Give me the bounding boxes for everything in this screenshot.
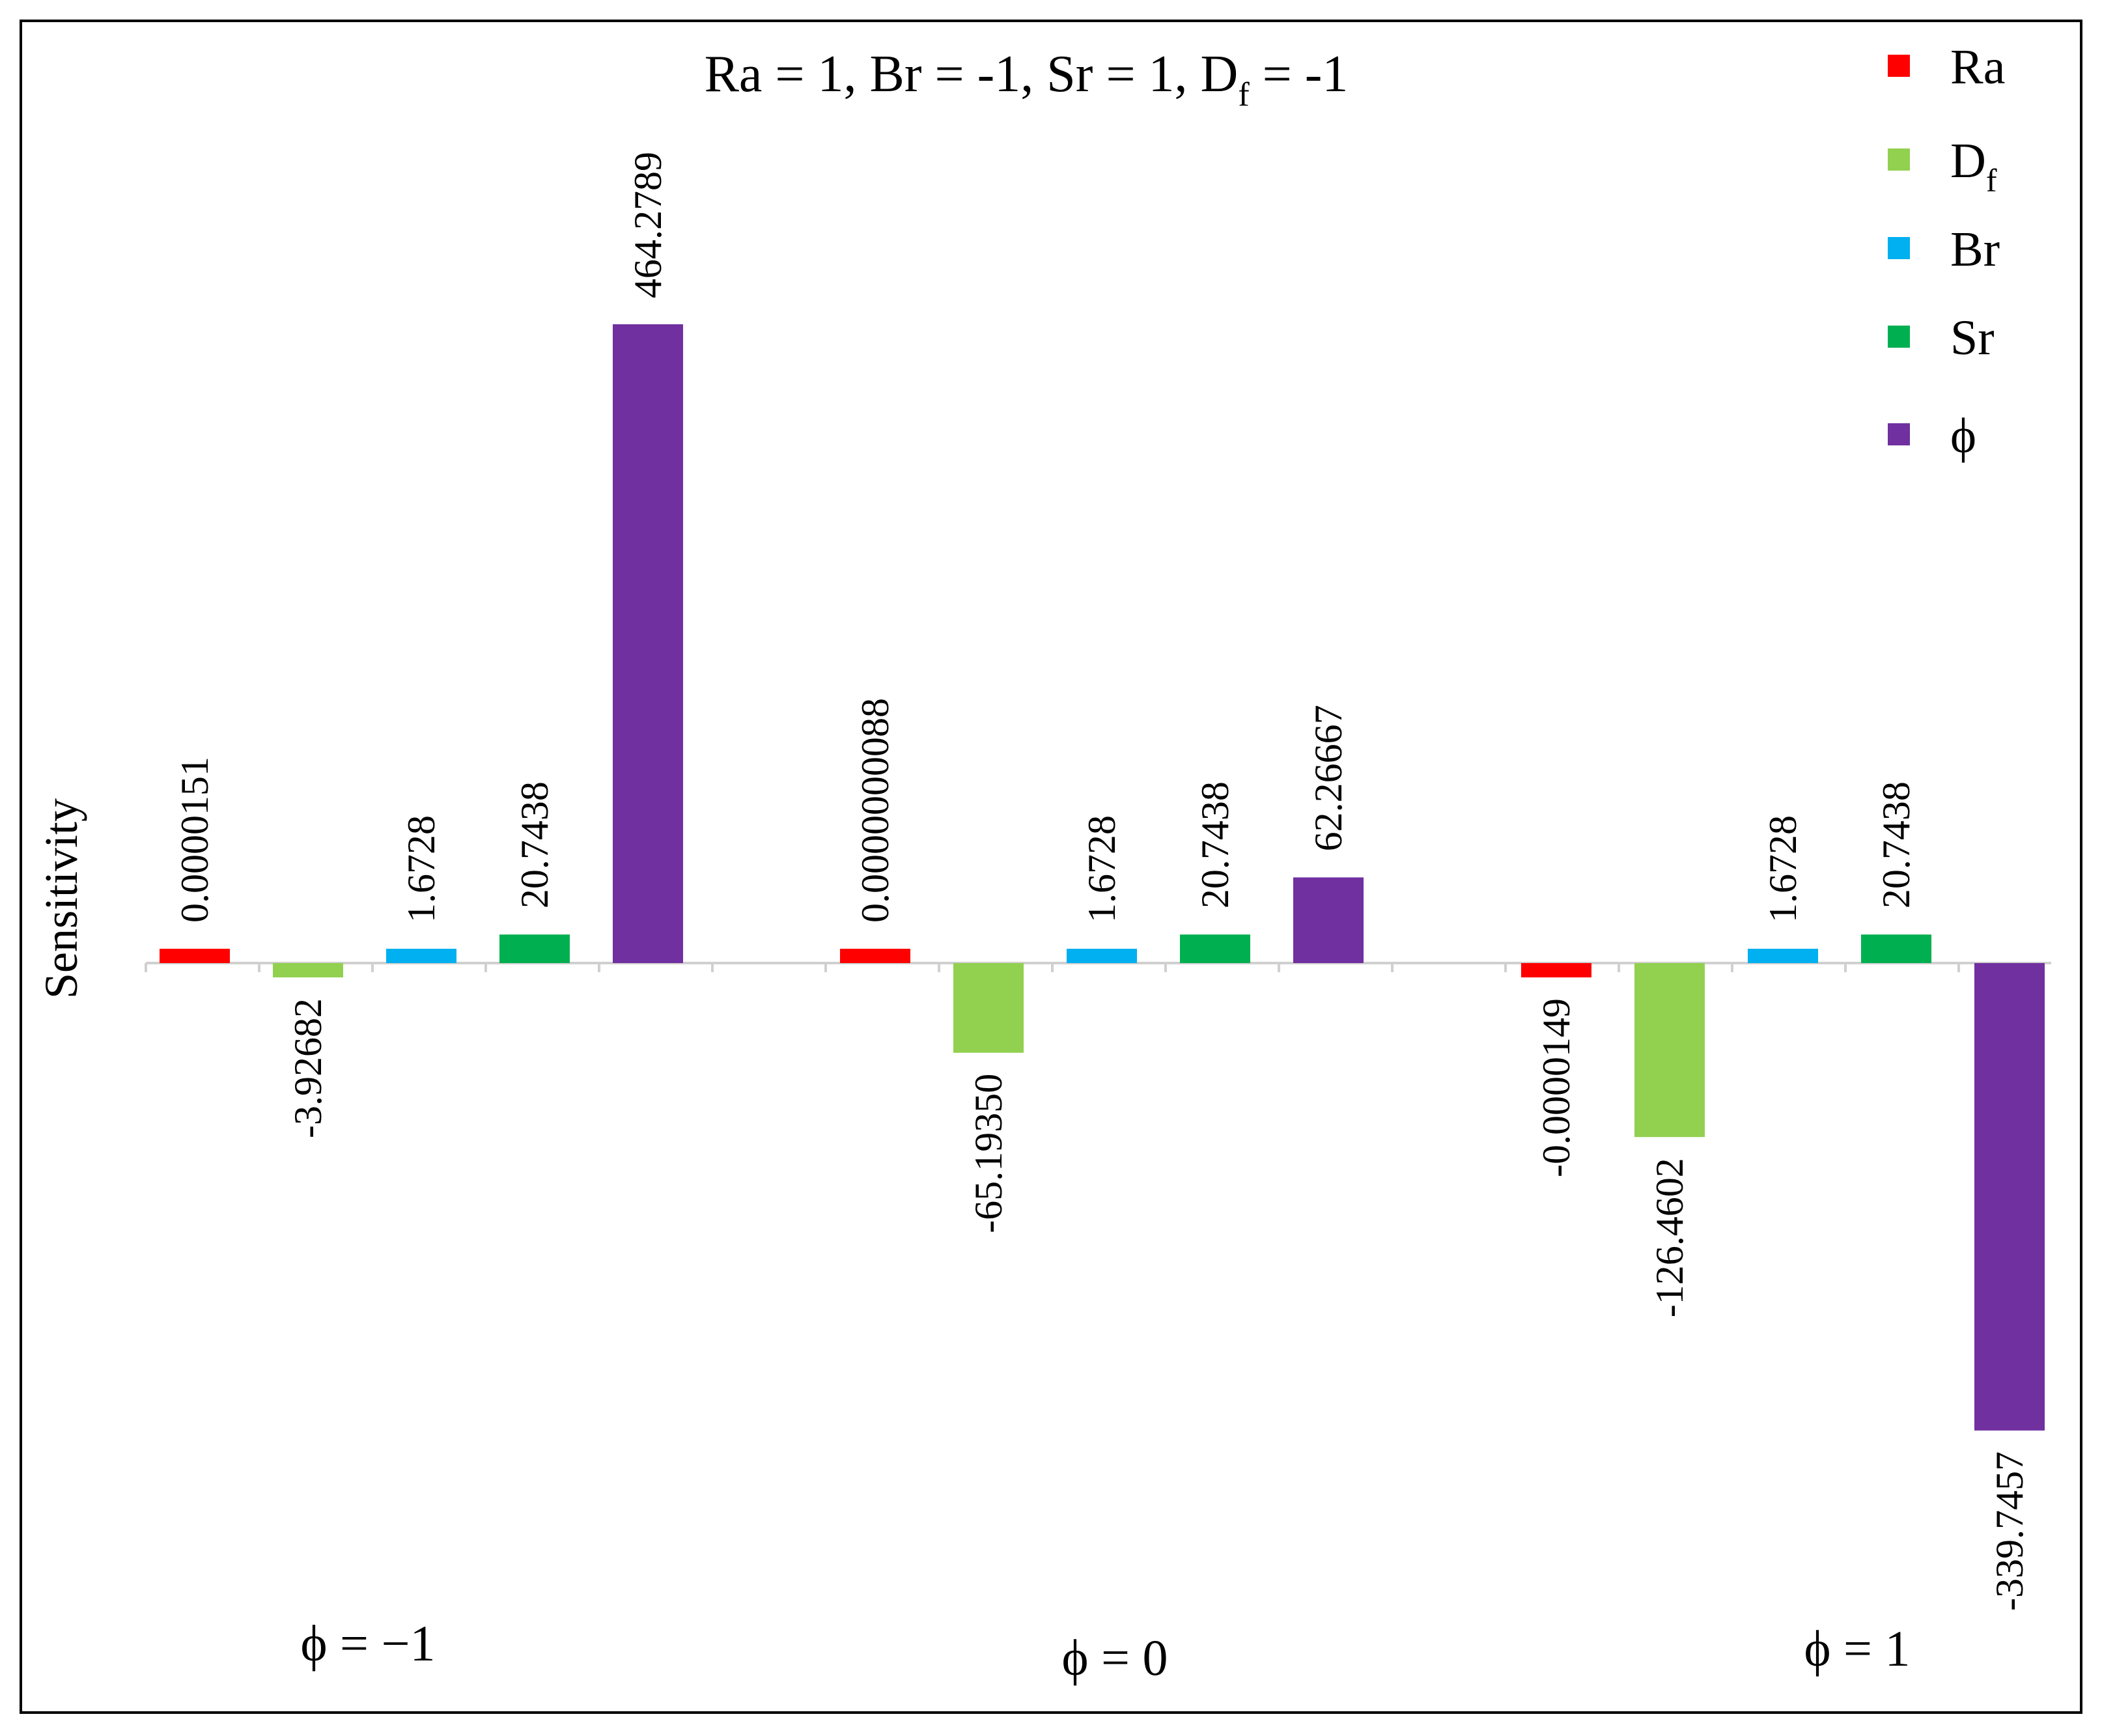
- bar-4-2: [1974, 963, 2045, 1431]
- bar-2-1: [1067, 949, 1137, 963]
- bar-3-2: [1861, 934, 1931, 963]
- category-label-2: ϕ = 1: [1804, 1620, 1910, 1677]
- legend-swatch-2: [1888, 237, 1910, 259]
- legend-label-0: Ra: [1950, 40, 2005, 94]
- bar-4-1: [1293, 877, 1364, 963]
- data-label-4-2: -339.7457: [1988, 1451, 2031, 1611]
- legend-label-4: ϕ: [1950, 408, 1976, 463]
- legend-label-2: Br: [1950, 222, 2000, 277]
- data-label-0-1: 0.0000000088: [854, 698, 897, 923]
- data-label-4-1: 62.26667: [1307, 705, 1350, 851]
- bar-0-2: [1521, 963, 1591, 977]
- data-label-3-2: 20.7438: [1875, 781, 1918, 908]
- bar-1-1: [953, 963, 1024, 1053]
- data-label-0-0: 0.0000151: [173, 757, 216, 923]
- data-label-2-1: 1.6728: [1080, 815, 1123, 923]
- legend-label-3: Sr: [1950, 311, 1995, 365]
- legend-swatch-4: [1888, 423, 1910, 445]
- chart-title: Ra = 1, Br = -1, Sr = 1, Df = -1: [705, 46, 1349, 113]
- bar-3-0: [499, 934, 570, 963]
- chart-frame: [20, 20, 2082, 1714]
- data-label-3-1: 20.7438: [1194, 781, 1237, 908]
- data-label-0-2: -0.0000149: [1535, 998, 1578, 1177]
- legend-swatch-1: [1888, 148, 1910, 171]
- category-label-1: ϕ = 0: [1061, 1629, 1168, 1686]
- y-axis-label: Sensitivity: [35, 798, 87, 999]
- bar-4-0: [613, 324, 683, 963]
- bar-1-0: [273, 963, 343, 977]
- data-label-1-0: -3.92682: [287, 998, 329, 1138]
- category-label-0: ϕ = −1: [300, 1615, 435, 1672]
- data-label-3-0: 20.7438: [513, 781, 556, 908]
- data-label-4-0: 464.2789: [626, 152, 669, 298]
- bar-2-2: [1748, 949, 1818, 963]
- data-label-1-1: -65.19350: [967, 1074, 1010, 1233]
- bar-0-0: [160, 949, 230, 963]
- bar-0-1: [840, 949, 910, 963]
- bar-3-1: [1180, 934, 1250, 963]
- legend-swatch-0: [1888, 55, 1910, 77]
- data-label-2-0: 1.6728: [400, 815, 443, 923]
- legend-swatch-3: [1888, 326, 1910, 348]
- data-label-1-2: -126.4602: [1648, 1158, 1691, 1317]
- bar-1-2: [1634, 963, 1705, 1138]
- data-label-2-2: 1.6728: [1761, 815, 1804, 923]
- legend-label-1: Df: [1950, 133, 1997, 199]
- bar-2-0: [386, 949, 456, 963]
